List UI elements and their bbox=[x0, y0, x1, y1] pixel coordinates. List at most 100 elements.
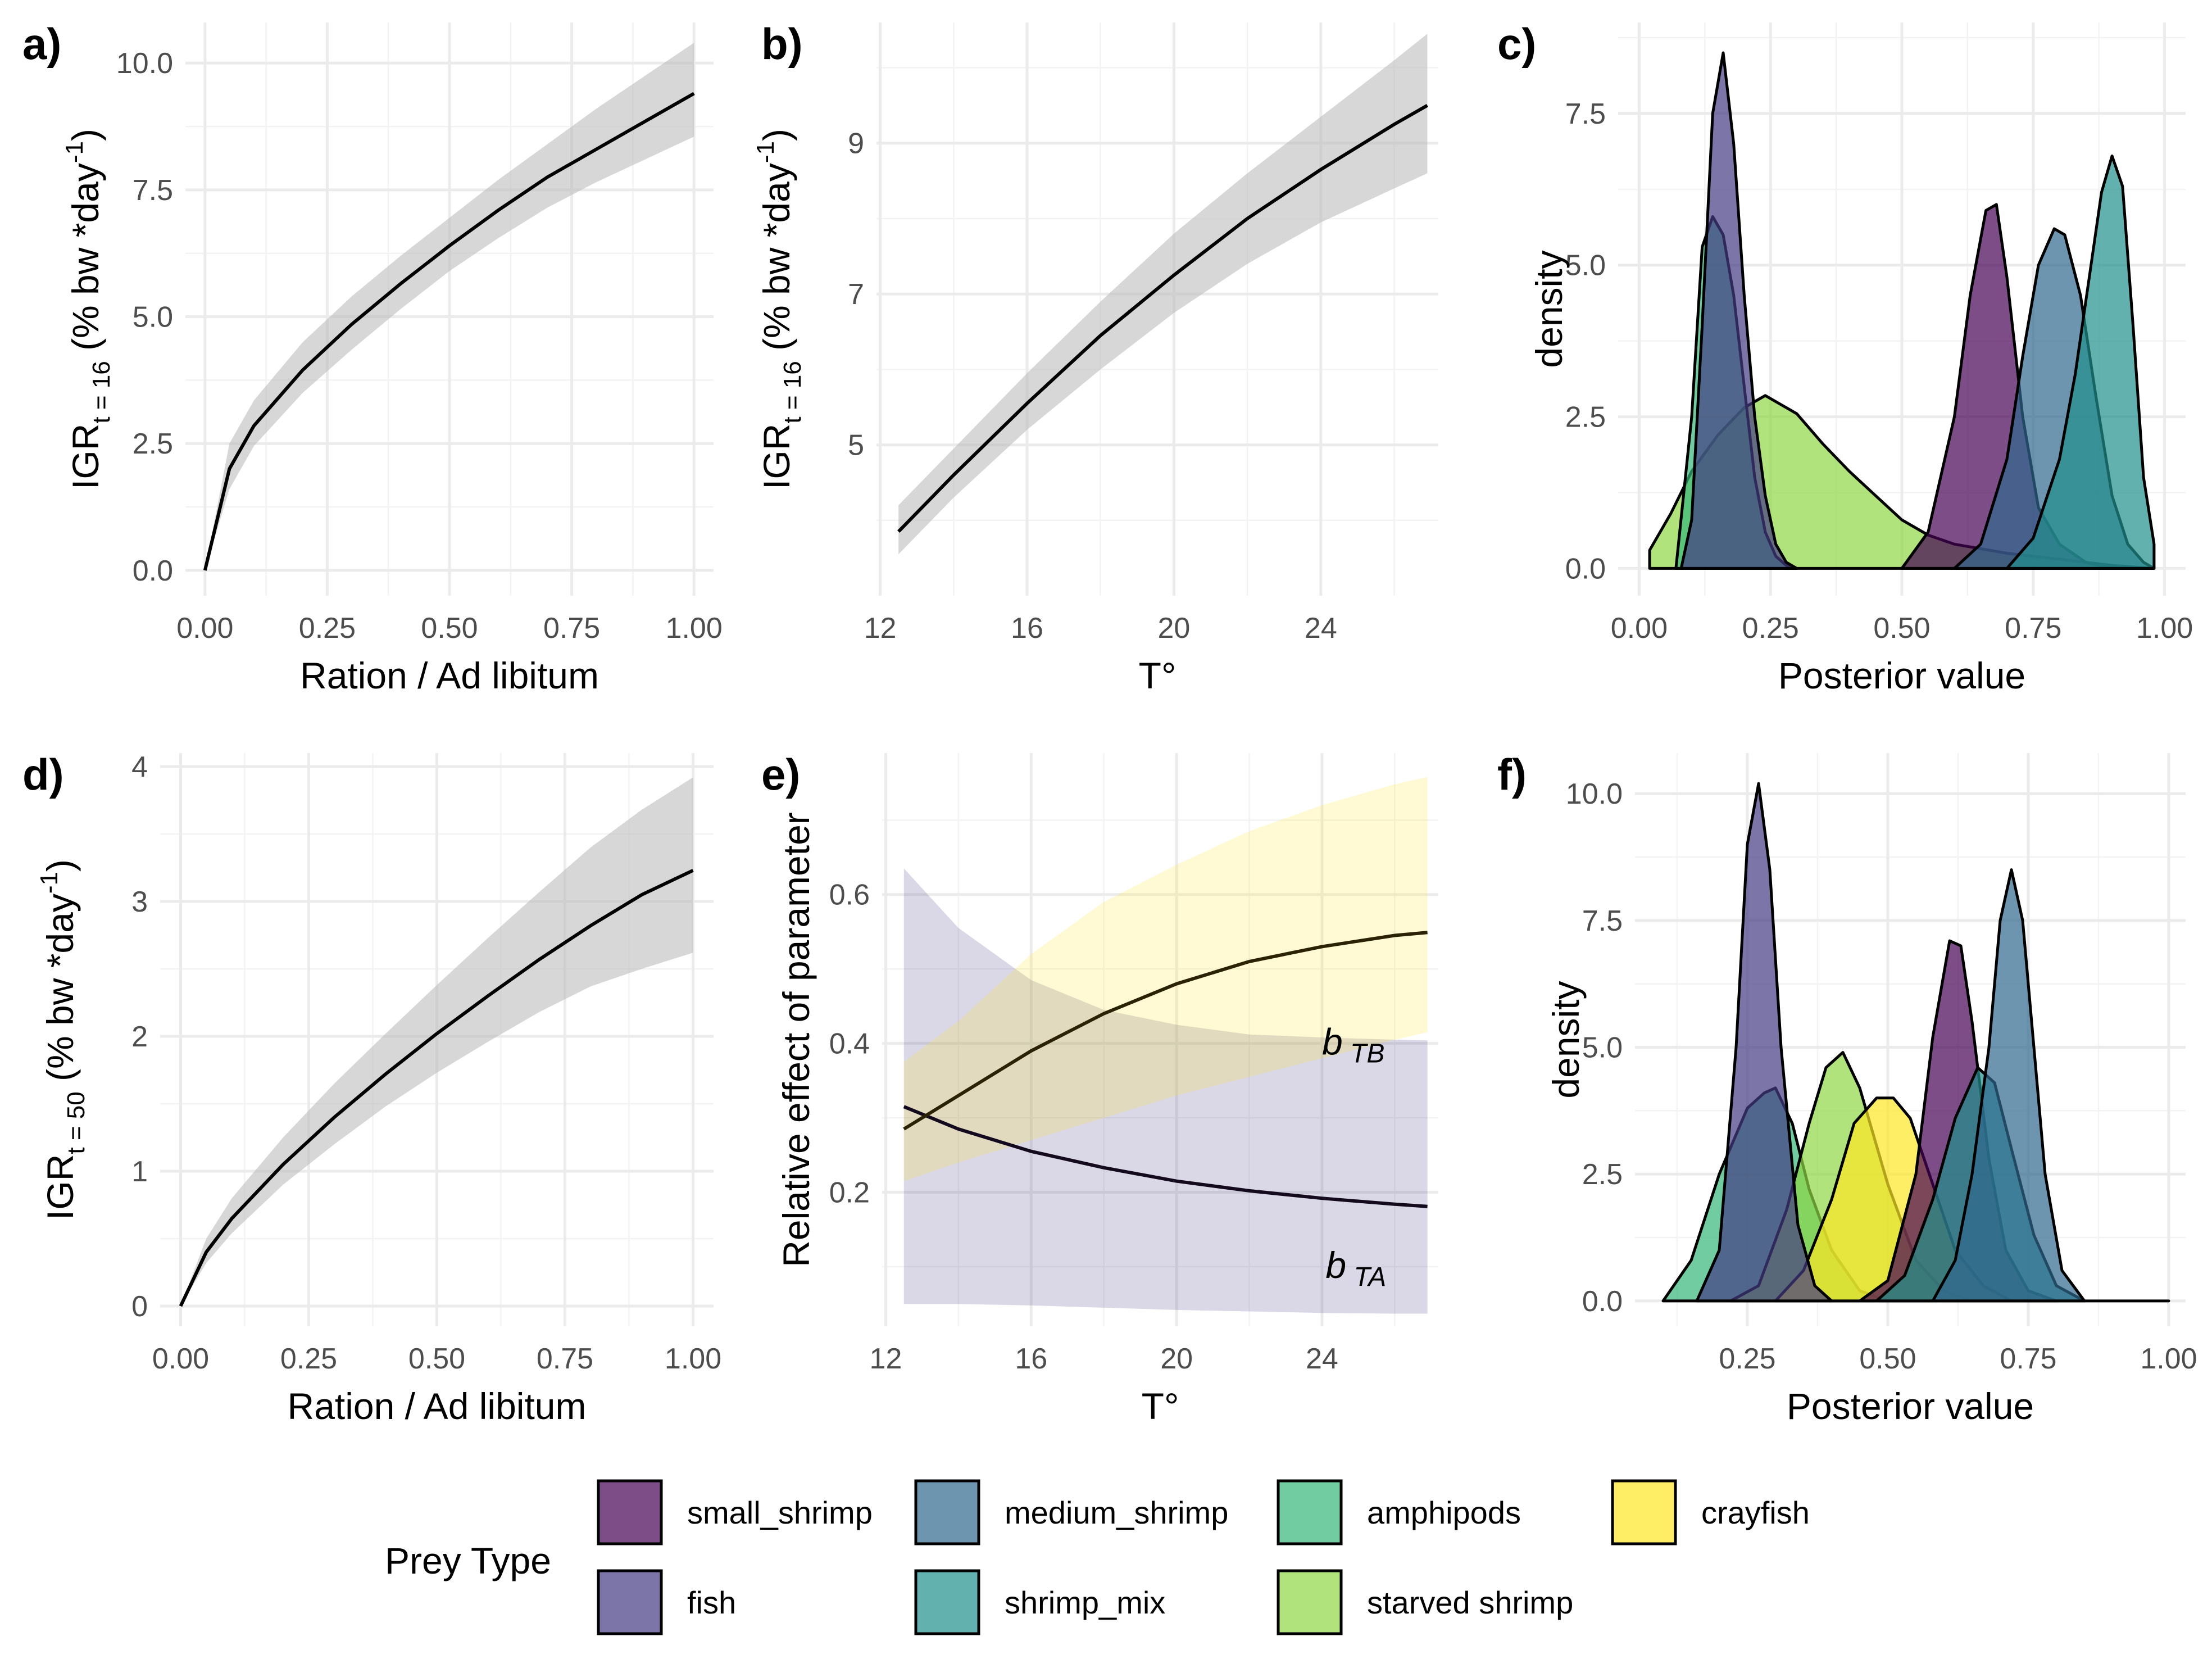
legend-swatch-shrimp_mix bbox=[914, 1569, 980, 1635]
y-axis-title: Relative effect of parameter bbox=[775, 812, 817, 1267]
y-tick-label: 9 bbox=[848, 128, 864, 160]
density-medium_shrimp bbox=[1931, 868, 2170, 1303]
panel-label: f) bbox=[1497, 750, 1527, 799]
y-tick-label: 10.0 bbox=[116, 47, 173, 80]
ribbon-bTB bbox=[903, 777, 1428, 1181]
panel-label: e) bbox=[761, 750, 800, 799]
legend-label-small_shrimp: small_shrimp bbox=[687, 1495, 873, 1530]
data-layer bbox=[897, 34, 1428, 555]
y-tick-label: 5.0 bbox=[133, 301, 173, 334]
y-tick-label: 0.0 bbox=[1565, 552, 1606, 585]
x-tick-label: 0.75 bbox=[543, 612, 600, 645]
y-tick-label: 2 bbox=[131, 1021, 148, 1053]
x-tick-label: 1.00 bbox=[666, 612, 723, 645]
x-tick-label: 0.00 bbox=[176, 612, 233, 645]
panel-d: 0.00 0.25 0.50 0.75 1.00 0 1 2 3 4 Ration / Ad lib… bbox=[22, 750, 721, 1427]
x-tick-label: 12 bbox=[864, 612, 897, 645]
x-tick-label: 1.00 bbox=[665, 1343, 721, 1375]
y-tick-label: 2.5 bbox=[1582, 1158, 1623, 1191]
confidence-ribbon bbox=[205, 43, 694, 570]
tick-labels: 0.00 0.25 0.50 0.75 1.00 0.0 2.5 5.0 7.5 10.0 bbox=[116, 47, 723, 645]
y-tick-label: 0 bbox=[131, 1290, 148, 1323]
fitted-line bbox=[179, 869, 694, 1307]
x-tick-label: 0.75 bbox=[2000, 1343, 2056, 1375]
x-axis-title: Posterior value bbox=[1787, 1385, 2034, 1427]
panel-label: a) bbox=[22, 19, 61, 69]
x-tick-label: 0.75 bbox=[537, 1343, 593, 1375]
x-tick-label: 0.25 bbox=[1742, 612, 1799, 645]
y-tick-label: 7.5 bbox=[133, 174, 173, 207]
x-tick-label: 20 bbox=[1160, 1343, 1193, 1375]
data-layer bbox=[179, 777, 694, 1307]
y-tick-label: 0.0 bbox=[1582, 1285, 1623, 1318]
line-bTA bbox=[903, 1105, 1428, 1208]
y-tick-label: 2.5 bbox=[1565, 401, 1606, 434]
x-tick-label: 0.25 bbox=[1719, 1343, 1775, 1375]
x-tick-label: 1.00 bbox=[2140, 1343, 2197, 1375]
legend: Prey Type small_shrimp medium_shrimp amphip… bbox=[385, 1479, 1810, 1635]
x-axis-title: Ration / Ad libitum bbox=[288, 1385, 587, 1427]
chart-panels: 0.00 0.25 0.50 0.75 1.000.02.55.07.510.0Rati… bbox=[22, 19, 2197, 1427]
x-tick-label: 0.50 bbox=[421, 612, 478, 645]
grid bbox=[882, 753, 1438, 1326]
density-shrimp_mix bbox=[2005, 155, 2156, 570]
y-tick-label: 4 bbox=[131, 751, 148, 783]
tick-labels: 12 16 20 24 5 7 9 bbox=[848, 128, 1337, 645]
tick-labels: 0.25 0.50 0.75 1.00 0.0 2.5 5.0 7.5 10.0 bbox=[1566, 778, 2197, 1375]
y-tick-label: 3 bbox=[131, 886, 148, 918]
confidence-ribbon bbox=[898, 34, 1428, 555]
y-axis-title: density bbox=[1545, 981, 1587, 1098]
tick-labels: 12 16 20 24 0.2 0.4 0.6 bbox=[829, 879, 1338, 1375]
density-fish bbox=[1679, 51, 1798, 570]
x-tick-label: 20 bbox=[1157, 612, 1190, 645]
x-tick-label: 24 bbox=[1306, 1343, 1338, 1375]
x-tick-label: 12 bbox=[870, 1343, 902, 1375]
y-tick-label: 2.5 bbox=[133, 428, 173, 460]
y-axis-title: IGRt = 50 (% bw *day-1) bbox=[35, 859, 90, 1220]
panel-f: 0.25 0.50 0.75 1.00 0.0 2.5 5.0 7.5 10.0 Posterio… bbox=[1497, 750, 2197, 1427]
y-axis-title: IGRt = 16 (% bw *day-1) bbox=[61, 129, 115, 489]
confidence-ribbon bbox=[180, 777, 693, 1306]
panel-c: 0.00 0.25 0.50 0.75 1.00 0.0 2.5 5.0 7.5 Posterio… bbox=[1497, 19, 2193, 696]
x-tick-label: 1.00 bbox=[2136, 612, 2193, 645]
legend-swatch-crayfish bbox=[1611, 1479, 1677, 1545]
annotation-bTA: b TA bbox=[1325, 1244, 1386, 1292]
legend-label-shrimp_mix: shrimp_mix bbox=[1005, 1585, 1165, 1620]
y-tick-label: 5 bbox=[848, 429, 864, 462]
legend-label-crayfish: crayfish bbox=[1701, 1495, 1810, 1530]
y-tick-label: 7.5 bbox=[1582, 905, 1623, 937]
panel-label: b) bbox=[761, 19, 803, 69]
legend-label-starved-shrimp: starved shrimp bbox=[1367, 1585, 1573, 1620]
x-tick-label: 16 bbox=[1011, 612, 1043, 645]
x-tick-label: 0.00 bbox=[1611, 612, 1668, 645]
y-tick-label: 1 bbox=[131, 1155, 148, 1188]
y-tick-label: 7 bbox=[848, 278, 864, 311]
y-tick-label: 0.6 bbox=[829, 879, 870, 912]
legend-swatch-small_shrimp bbox=[597, 1479, 663, 1545]
legend-label-medium_shrimp: medium_shrimp bbox=[1005, 1495, 1228, 1530]
fitted-line bbox=[203, 92, 695, 571]
panel-b: 12 16 20 24 5 7 9 T° IGRt = 16 (% bw *day-1) b) bbox=[752, 19, 1438, 696]
data-layer bbox=[203, 43, 695, 571]
panel-label: c) bbox=[1497, 19, 1536, 69]
x-tick-label: 0.50 bbox=[1859, 1343, 1916, 1375]
x-tick-label: 0.25 bbox=[280, 1343, 337, 1375]
annotation-bTB: b TB bbox=[1322, 1021, 1384, 1068]
x-tick-label: 0.50 bbox=[1873, 612, 1930, 645]
y-tick-label: 5.0 bbox=[1582, 1032, 1623, 1064]
tick-labels: 0.00 0.25 0.50 0.75 1.00 0.0 2.5 5.0 7.5 bbox=[1565, 98, 2193, 645]
data-layer bbox=[1661, 782, 2170, 1303]
y-tick-label: 0.2 bbox=[829, 1177, 870, 1209]
panel-a: 0.00 0.25 0.50 0.75 1.00 0.0 2.5 5.0 7.5 10.0 Rati… bbox=[22, 19, 723, 696]
x-axis-title: Posterior value bbox=[1778, 655, 2025, 696]
x-tick-label: 0.00 bbox=[152, 1343, 209, 1375]
legend-swatch-amphipods bbox=[1277, 1479, 1343, 1545]
y-tick-label: 0.0 bbox=[133, 555, 173, 587]
y-tick-label: 5.0 bbox=[1565, 250, 1606, 282]
fitted-line bbox=[897, 103, 1428, 533]
y-axis-title: density bbox=[1528, 250, 1570, 368]
x-tick-label: 0.75 bbox=[2005, 612, 2061, 645]
x-tick-label: 0.50 bbox=[408, 1343, 465, 1375]
legend-label-fish: fish bbox=[687, 1585, 736, 1620]
